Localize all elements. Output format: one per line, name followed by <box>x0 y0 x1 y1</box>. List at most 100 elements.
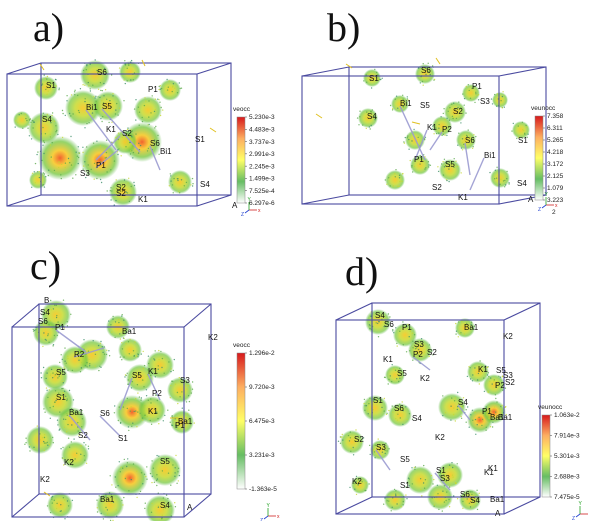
atom-label: Ba1 <box>464 323 479 332</box>
density-speck <box>402 328 404 331</box>
density-speck <box>407 99 409 101</box>
density-speck <box>392 330 394 332</box>
density-speck <box>359 116 361 118</box>
density-speck <box>474 418 477 421</box>
density-speck <box>88 85 90 87</box>
density-speck <box>87 81 90 84</box>
corner-label: A <box>495 509 501 518</box>
density-speck <box>66 414 69 416</box>
edge-marker <box>411 121 421 125</box>
density-speck <box>150 112 152 114</box>
density-speck <box>416 347 418 349</box>
density-speck <box>117 114 119 116</box>
density-speck <box>42 323 44 325</box>
density-speck <box>43 408 45 410</box>
bond-line <box>55 329 87 353</box>
density-speck <box>386 183 388 185</box>
density-speck <box>502 375 504 377</box>
density-speck <box>383 376 386 378</box>
atom-label: S5 <box>56 368 66 377</box>
density-speck <box>368 483 370 485</box>
density-speck <box>172 464 174 466</box>
density-speck <box>64 518 66 520</box>
density-speck <box>378 444 381 446</box>
density-speck <box>145 395 148 397</box>
density-speck <box>485 406 487 408</box>
density-speck <box>42 366 45 369</box>
density-speck <box>90 168 92 171</box>
density-speck <box>457 165 459 168</box>
density-speck <box>127 383 129 385</box>
density-speck <box>391 109 394 111</box>
density-speck <box>114 113 117 115</box>
density-speck <box>390 510 392 512</box>
density-speck <box>486 414 488 416</box>
density-speck <box>187 395 190 397</box>
density-speck <box>465 134 468 137</box>
density-speck <box>96 507 99 509</box>
density-speck <box>141 417 144 419</box>
density-speck <box>34 162 37 165</box>
density-speck <box>150 398 152 400</box>
density-speck <box>469 491 472 493</box>
density-speck <box>377 438 379 440</box>
density-speck <box>148 362 150 365</box>
density-speck <box>97 344 100 347</box>
density-speck <box>170 370 172 373</box>
density-speck <box>453 102 455 104</box>
density-cloud <box>388 403 412 427</box>
density-speck <box>442 414 444 417</box>
density-speck <box>58 161 60 163</box>
density-speck <box>186 388 188 390</box>
density-speck <box>119 356 122 358</box>
density-speck <box>75 151 77 153</box>
density-speck <box>115 109 117 111</box>
density-speck <box>466 322 468 325</box>
density-speck <box>148 116 150 118</box>
density-speck <box>394 173 396 175</box>
density-speck <box>402 106 405 108</box>
density-speck <box>461 406 463 408</box>
density-speck <box>67 157 70 160</box>
density-speck <box>46 441 48 444</box>
density-cloud <box>406 466 434 494</box>
density-speck <box>463 333 466 335</box>
density-speck <box>131 425 133 427</box>
density-speck <box>174 506 177 508</box>
density-speck <box>161 470 164 472</box>
density-speck <box>136 384 139 386</box>
density-speck <box>158 358 160 361</box>
density-speck <box>381 451 384 453</box>
density-speck <box>437 170 440 173</box>
density-speck <box>422 84 424 86</box>
colorbar-tick-label: 1.079 <box>547 185 564 192</box>
density-speck <box>123 496 125 499</box>
atom-label: K1 <box>427 123 437 132</box>
density-speck <box>53 169 56 172</box>
density-speck <box>43 152 45 155</box>
density-speck <box>156 484 158 487</box>
density-speck <box>171 184 174 186</box>
density-speck <box>453 407 455 409</box>
density-speck <box>99 161 102 163</box>
density-speck <box>150 402 152 404</box>
density-speck <box>476 379 479 381</box>
bond-line <box>73 347 105 358</box>
density-speck <box>408 485 410 487</box>
density-speck <box>448 465 451 467</box>
colorbar-gradient <box>534 115 544 201</box>
density-speck <box>145 389 148 391</box>
density-speck <box>82 168 84 170</box>
density-speck <box>423 487 426 489</box>
density-speck <box>55 304 57 307</box>
density-speck <box>28 446 31 448</box>
density-speck <box>453 400 456 402</box>
density-speck <box>158 88 160 91</box>
density-speck <box>474 411 476 413</box>
density-speck <box>193 422 195 424</box>
atom-label: S4 <box>42 115 52 124</box>
density-speck <box>100 512 102 515</box>
atom-label: S3 <box>80 169 90 178</box>
density-speck <box>485 426 487 428</box>
